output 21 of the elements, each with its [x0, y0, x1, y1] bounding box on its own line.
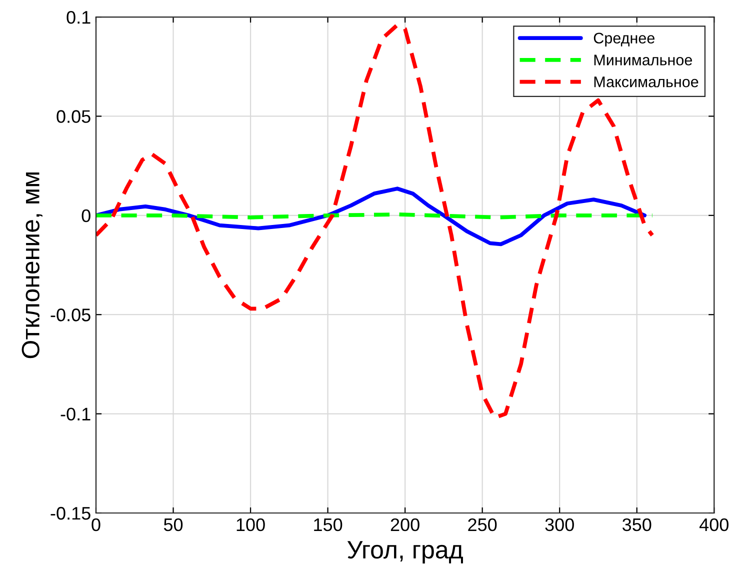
y-tick-label: -0.15 — [50, 506, 90, 520]
x-tick-label: 100 — [236, 518, 265, 532]
line-series — [96, 186, 647, 246]
y-tick-label: -0.1 — [60, 408, 90, 421]
y-tick-label: -0.05 — [50, 308, 90, 322]
x-tick-label: 150 — [314, 518, 342, 532]
legend-label: Максимальное — [594, 76, 698, 88]
x-axis-title: Угол, град — [347, 541, 463, 564]
y-tick-label: 0.05 — [56, 110, 90, 123]
x-tick-label: 400 — [699, 518, 728, 532]
x-tick-label: 300 — [545, 518, 574, 532]
y-tick-label: 0 — [82, 209, 90, 222]
legend-label: Минимальное — [594, 54, 692, 66]
legend-label: Среднее — [594, 32, 654, 47]
x-tick-label: 200 — [390, 518, 420, 532]
x-tick-label: 50 — [164, 518, 183, 532]
y-axis-title: Отклонение, мм — [22, 172, 42, 358]
x-tick-label: 350 — [622, 518, 652, 532]
x-tick-label: 0 — [92, 518, 100, 532]
y-tick-label: 0.1 — [66, 10, 90, 24]
x-tick-label: 250 — [468, 518, 497, 532]
